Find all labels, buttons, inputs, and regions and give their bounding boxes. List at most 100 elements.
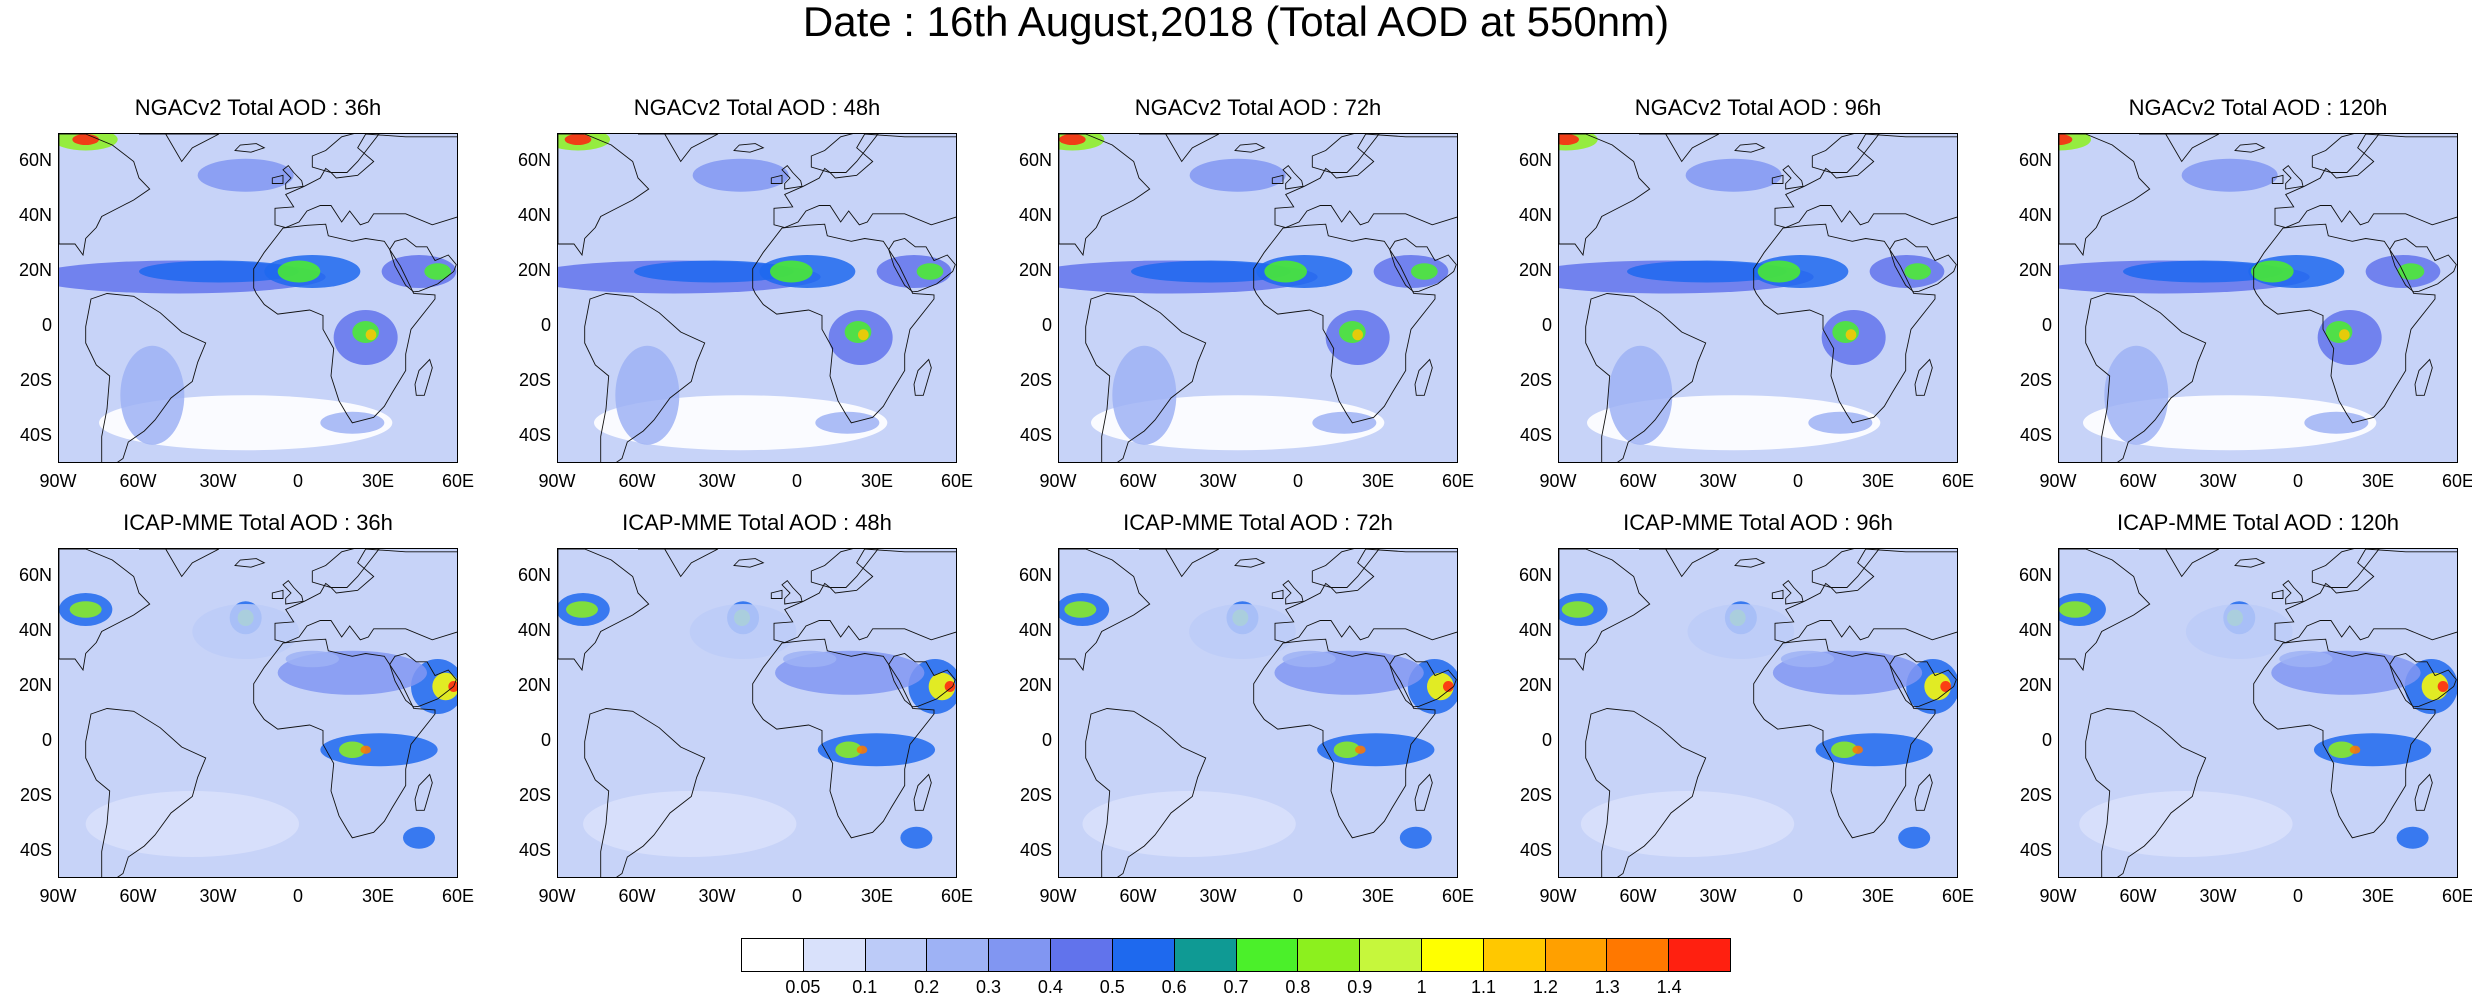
coastline-greatbritainIreland [1271,174,1284,184]
coastline-madagascar [913,358,932,396]
lat-tick-label: 40S [1019,424,1052,445]
lon-tick-label: 30W [698,471,736,491]
lat-tick-label: 40N [18,204,52,225]
map-canvas [1559,549,1957,877]
panel-title: NGACv2 Total AOD : 72h [1134,95,1382,120]
colorbar-swatch [1174,939,1237,971]
colorbar-swatch [1360,939,1422,971]
lat-tick-label: 20S [1519,369,1552,390]
lon-tick-label: 60E [1441,886,1475,906]
aod-plume [928,672,956,701]
coastline-greatbritainIreland [2271,174,2284,184]
lon-tick-label: 60E [940,886,974,906]
coastline-europe [274,134,457,228]
colorbar-swatch [1669,939,1730,971]
aod-plume [876,255,952,288]
coastline-britain [781,579,803,605]
aod-map [1558,548,1958,878]
coastline-greatbritainIreland [1271,589,1284,599]
aod-plume [1059,134,1086,145]
aod-plume [403,826,435,849]
colorbar-swatch [1112,939,1175,971]
lat-tick-label: 60N [1018,149,1052,170]
aod-plume [1082,791,1296,857]
coastline-madagascar [414,358,433,396]
aod-plume [277,260,321,283]
lon-tick-label: 30E [361,886,395,906]
coastline-scandinavia [1811,549,1880,588]
coastline-scandinavia [810,549,879,588]
lon-tick-label: 60W [1619,471,1657,491]
lon-tick-label: 0 [2292,886,2303,906]
map-canvas [558,134,956,462]
panel-title: ICAP-MME Total AOD : 36h [123,510,393,535]
aod-plume [566,601,598,618]
colorbar-level-label: 1.4 [1656,977,1682,997]
lon-tick-label: 0 [1792,471,1803,491]
aod-plume [360,745,371,754]
lat-tick-label: 0 [540,314,551,335]
coastline-europe [773,549,956,643]
coastline-namerica [1059,549,1151,672]
colorbar-level-label: 0.7 [1223,977,1249,997]
lon-tick-label: 60E [940,471,974,491]
aod-plume [2181,158,2278,192]
aod-plume [72,134,99,145]
lat-tick-label: 40S [19,839,52,860]
coastline-greenland [1139,549,1220,578]
coastline-iceland [1734,143,1766,153]
lat-tick-label: 40S [2019,839,2052,860]
lon-tick-label: 30E [860,886,894,906]
map-canvas [1059,134,1457,462]
aod-plume [815,411,880,434]
lon-tick-label: 30W [698,886,736,906]
aod-plume [2421,672,2449,701]
coastline-greenland [638,134,719,163]
aod-map [2058,548,2458,878]
lat-tick-label: 20S [19,784,52,805]
lon-tick-label: 0 [1292,471,1303,491]
lon-tick-label: 30E [1361,886,1395,906]
coastline-namerica [59,134,151,257]
aod-plume [615,345,680,445]
coastline-britain [1282,164,1304,190]
panel-title: NGACv2 Total AOD : 96h [1634,95,1882,120]
coastline-africa [752,223,935,424]
aod-plume [2059,134,2073,145]
coastline-southamerica [85,708,207,877]
lat-tick-label: 0 [1541,729,1552,750]
aod-map [557,548,957,878]
aod-plume [916,263,944,280]
coastline-southamerica [584,293,706,462]
coastline-greatbritainIreland [271,589,284,599]
lon-tick-label: 60W [1119,886,1157,906]
lon-tick-label: 90W [39,471,77,491]
lat-tick-label: 40N [517,204,551,225]
coastline-southamerica [2085,708,2207,877]
lat-tick-label: 40N [1518,619,1552,640]
coastline-greenland [638,549,719,578]
lon-tick-label: 90W [1039,886,1077,906]
coastline-arabia [1889,238,1957,293]
coastline-madagascar [2414,358,2433,396]
lat-tick-label: 20S [1019,784,1052,805]
aod-plume [1815,733,1933,767]
coastline-scandinavia [2311,549,2380,588]
lat-tick-label: 0 [2041,729,2052,750]
coastline-iceland [733,558,765,568]
lon-tick-label: 30W [1699,886,1737,906]
coastline-iceland [1734,558,1766,568]
colorbar-swatch [1545,939,1608,971]
lon-tick-label: 60W [2119,471,2157,491]
aod-plume [564,134,592,145]
coastline-arabia [2389,653,2457,708]
aod-plume [1898,826,1931,849]
aod-plume [1845,329,1857,341]
figure-title: Date : 16th August,2018 (Total AOD at 55… [802,0,1670,45]
lon-tick-label: 30E [860,471,894,491]
aod-plume [2397,263,2425,280]
map-canvas [2059,134,2457,462]
coastline-greenland [1139,134,1220,163]
lon-tick-label: 30E [1861,886,1895,906]
lon-tick-label: 30E [361,471,395,491]
